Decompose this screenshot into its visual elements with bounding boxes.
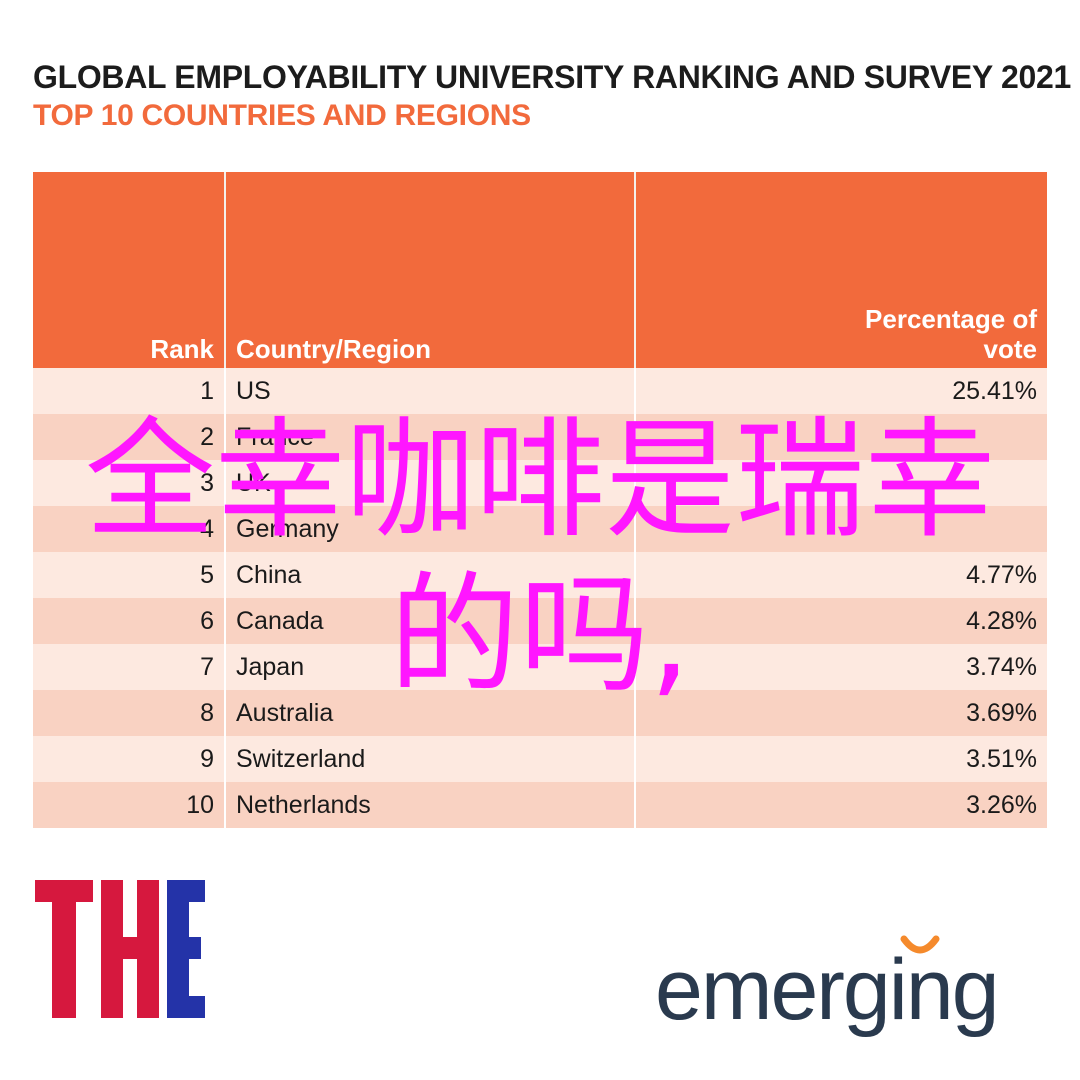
rank-cell: 1 xyxy=(33,368,226,414)
country-cell: Canada xyxy=(226,598,636,644)
page-title: GLOBAL EMPLOYABILITY UNIVERSITY RANKING … xyxy=(33,59,1071,95)
header-country: Country/Region xyxy=(226,172,636,368)
percentage-cell: 25.41% xyxy=(952,377,1037,405)
country-cell: France xyxy=(226,414,636,460)
table-row: 7 Japan 3.74% xyxy=(33,644,1047,690)
rank-cell: 2 xyxy=(33,414,226,460)
table-row: 8 Australia 3.69% xyxy=(33,690,1047,736)
rank-cell: 3 xyxy=(33,460,226,506)
overlay-text-line1: 全幸咖啡是瑞幸 xyxy=(84,404,995,556)
the-logo xyxy=(35,880,205,1018)
country-cell: Germany xyxy=(226,506,636,552)
rank-cell: 6 xyxy=(33,598,226,644)
country-cell: China xyxy=(226,552,636,598)
the-logo-h-mid xyxy=(101,937,159,959)
percentage-cell: 3.74% xyxy=(966,653,1037,681)
country-cell: US xyxy=(226,368,636,414)
table-row: 2 France xyxy=(33,414,1047,460)
rank-cell: 9 xyxy=(33,736,226,782)
overlay-text-line2: 的吗, xyxy=(389,559,691,711)
rank-cell: 7 xyxy=(33,644,226,690)
rank-cell: 5 xyxy=(33,552,226,598)
table-row: 4 Germany xyxy=(33,506,1047,552)
percentage-cell: 3.51% xyxy=(966,745,1037,773)
header-percentage: Percentage of vote xyxy=(636,172,1047,368)
country-cell: Switzerland xyxy=(226,736,636,782)
country-cell: Japan xyxy=(226,644,636,690)
header-rank: Rank xyxy=(33,172,226,368)
table-row: 10 Netherlands 3.26% xyxy=(33,782,1047,828)
table-row: 3 UK xyxy=(33,460,1047,506)
table-body: 1 US 25.41% 2 France 3 UK 4 Germany 5 China 4.77% 6 C… xyxy=(33,368,1047,828)
table-row: 6 Canada 4.28% xyxy=(33,598,1047,644)
percentage-cell: 4.77% xyxy=(966,561,1037,589)
the-logo-e-mid xyxy=(167,937,201,959)
page-subtitle: TOP 10 COUNTRIES AND REGIONS xyxy=(33,99,531,132)
emerging-logo-text: emerging xyxy=(655,942,1000,1038)
table-row: 9 Switzerland 3.51% xyxy=(33,736,1047,782)
country-cell: UK xyxy=(226,460,636,506)
header-percentage-label: Percentage of vote xyxy=(865,304,1037,364)
the-logo-e-top xyxy=(167,880,205,902)
the-logo-t-stem xyxy=(52,880,76,1018)
country-cell: Netherlands xyxy=(226,782,636,828)
header-country-label: Country/Region xyxy=(236,334,431,364)
rank-cell: 10 xyxy=(33,782,226,828)
header-rank-label: Rank xyxy=(150,334,214,364)
percentage-cell: 3.69% xyxy=(966,699,1037,727)
rank-cell: 8 xyxy=(33,690,226,736)
percentage-cell: 4.28% xyxy=(966,607,1037,635)
country-cell: Australia xyxy=(226,690,636,736)
table-header: Rank Country/Region Percentage of vote xyxy=(33,172,1047,368)
percentage-cell: 3.26% xyxy=(966,791,1037,819)
rank-cell: 4 xyxy=(33,506,226,552)
emerging-logo-accent xyxy=(900,935,940,954)
table-row: 1 US 25.41% xyxy=(33,368,1047,414)
table-row: 5 China 4.77% xyxy=(33,552,1047,598)
the-logo-e-bot xyxy=(167,996,205,1018)
